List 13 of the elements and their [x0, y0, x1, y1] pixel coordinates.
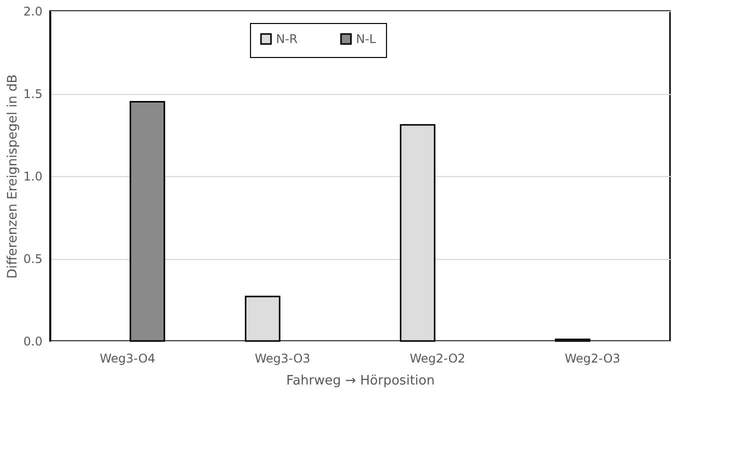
x-tick-label: Weg2-O3 [564, 352, 620, 366]
y-tick-label: 0.0 [23, 334, 42, 348]
x-axis-title: Fahrweg → Hörposition [286, 374, 435, 388]
y-tick-label: 1.0 [23, 170, 42, 184]
y-tick-label: 2.0 [23, 4, 42, 18]
legend-label: N-R [276, 32, 298, 46]
x-tick-label: Weg3-O4 [100, 352, 156, 366]
legend-label: N-L [356, 32, 376, 46]
x-tick-label: Weg2-O2 [410, 352, 466, 366]
y-axis-title: Differenzen Ereignispegel in dB [5, 74, 20, 279]
x-tick-label: Weg3-O3 [254, 352, 310, 366]
y-tick-label: 0.5 [23, 252, 42, 266]
y-tick-label: 1.5 [23, 87, 42, 101]
